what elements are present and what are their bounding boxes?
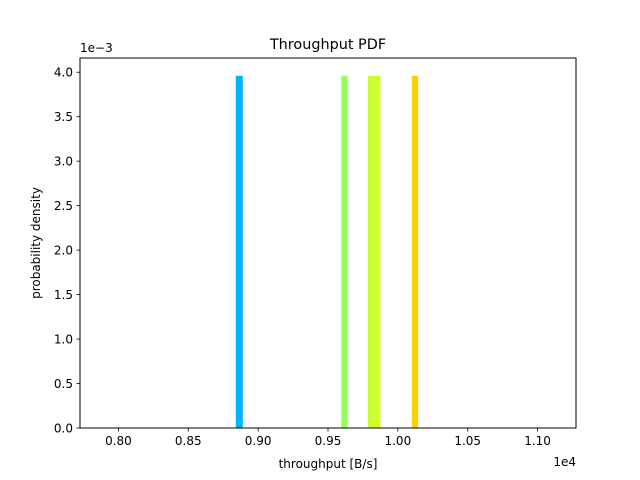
- y-tick-label: 3.0: [54, 155, 73, 169]
- bars-group: [235, 75, 419, 429]
- y-tick-label: 2.0: [54, 244, 73, 258]
- x-tick-label: 0.80: [105, 434, 132, 448]
- y-tick-label: 0.5: [54, 377, 73, 391]
- x-tick-label: 0.95: [315, 434, 342, 448]
- x-tick-label: 1.10: [524, 434, 551, 448]
- x-axis-ticks: 0.80 0.85 0.90 0.95 1.00 1.05 1.10: [105, 428, 551, 448]
- x-tick-label: 1.05: [454, 434, 481, 448]
- y-offset-text: 1e−3: [80, 41, 113, 55]
- histogram-bar: [235, 75, 243, 429]
- histogram-bar: [374, 75, 381, 429]
- y-tick-label: 1.0: [54, 333, 73, 347]
- histogram-bar: [411, 75, 419, 429]
- y-tick-label: 0.0: [54, 422, 73, 436]
- chart-title: Throughput PDF: [269, 37, 386, 53]
- y-tick-label: 2.5: [54, 199, 73, 213]
- y-axis-ticks: 0.0 0.5 1.0 1.5 2.0 2.5 3.0 3.5 4.0: [54, 66, 80, 436]
- y-tick-label: 3.5: [54, 110, 73, 124]
- x-axis-label: throughput [B/s]: [279, 457, 378, 471]
- y-tick-label: 4.0: [54, 66, 73, 80]
- x-tick-label: 0.90: [245, 434, 272, 448]
- y-tick-label: 1.5: [54, 288, 73, 302]
- x-tick-label: 0.85: [175, 434, 202, 448]
- x-offset-text: 1e4: [553, 455, 576, 469]
- y-axis-label: probability density: [29, 187, 43, 299]
- histogram-bar: [341, 75, 348, 429]
- x-tick-label: 1.00: [384, 434, 411, 448]
- histogram-bar: [367, 75, 375, 429]
